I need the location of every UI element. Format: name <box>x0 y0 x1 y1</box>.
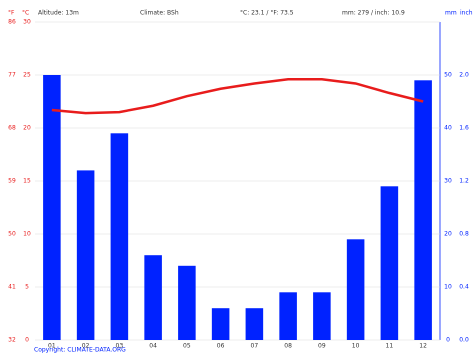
temperature-line <box>51 77 424 115</box>
x-tick-label: 12 <box>419 343 427 350</box>
y-f-tick-label: 77 <box>8 72 16 79</box>
x-tick-label: 07 <box>251 343 259 350</box>
bar <box>110 133 129 340</box>
y2-tick-label: 50 <box>444 72 452 79</box>
c-unit: °C <box>22 10 29 17</box>
climate: Climate: BSh <box>140 10 179 17</box>
x-tick-label: 06 <box>217 343 225 350</box>
bar <box>279 292 297 340</box>
y2-tick-label: 40 <box>444 125 452 132</box>
y2-tick-label: 20 <box>444 231 452 238</box>
bar <box>245 308 264 340</box>
x-tick-label: 08 <box>284 343 292 350</box>
y2-inch-tick-label: 0.4 <box>459 284 469 291</box>
y2-inch-tick-label: 0.8 <box>459 231 469 238</box>
bar <box>178 265 196 340</box>
mm-unit: mm <box>445 10 457 17</box>
y-tick-label: 10 <box>23 231 31 238</box>
x-tick-label: 10 <box>352 343 360 350</box>
bar <box>313 292 331 340</box>
y2-inch-tick-label: 0.0 <box>459 337 469 344</box>
y-f-tick-label: 68 <box>8 125 16 132</box>
y-f-tick-label: 50 <box>8 231 16 238</box>
altitude: Altitude: 13m <box>38 10 79 17</box>
y2-tick-label: 10 <box>444 284 452 291</box>
y-f-tick-label: 41 <box>8 284 16 291</box>
x-tick-label: 11 <box>386 343 394 350</box>
x-tick-label: 04 <box>149 343 157 350</box>
temp-summary: °C: 23.1 / °F: 73.5 <box>240 10 294 17</box>
bar <box>144 255 162 340</box>
y2-inch-tick-label: 1.2 <box>459 178 469 185</box>
x-tick-label: 01 <box>48 343 56 350</box>
y-tick-label: 15 <box>23 178 31 185</box>
copyright: Copyright: CLIMATE-DATA.ORG <box>34 347 126 354</box>
x-tick-label: 09 <box>318 343 326 350</box>
bar <box>346 239 365 340</box>
bar <box>414 80 432 341</box>
f-unit: °F <box>8 10 15 17</box>
y-tick-label: 5 <box>25 284 29 291</box>
bar <box>43 75 61 340</box>
y-tick-label: 25 <box>23 72 31 79</box>
y2-inch-tick-label: 2.0 <box>459 72 469 79</box>
y-f-tick-label: 59 <box>8 178 16 185</box>
x-tick-label: 05 <box>183 343 191 350</box>
y-tick-label: 20 <box>23 125 31 132</box>
bar <box>380 186 399 340</box>
y2-tick-label: 0 <box>446 337 450 344</box>
y2-inch-tick-label: 1.6 <box>459 125 469 132</box>
y-f-tick-label: 86 <box>8 19 16 26</box>
inch-unit: inch <box>460 10 473 17</box>
precip-summary: mm: 279 / inch: 10.9 <box>342 10 405 17</box>
y-tick-label: 0 <box>25 337 29 344</box>
y-tick-label: 30 <box>23 19 31 26</box>
bar <box>211 308 230 340</box>
y2-tick-label: 30 <box>444 178 452 185</box>
y-f-tick-label: 32 <box>8 337 16 344</box>
x-tick-label: 02 <box>82 343 90 350</box>
x-tick-label: 03 <box>116 343 124 350</box>
bar <box>76 170 95 340</box>
